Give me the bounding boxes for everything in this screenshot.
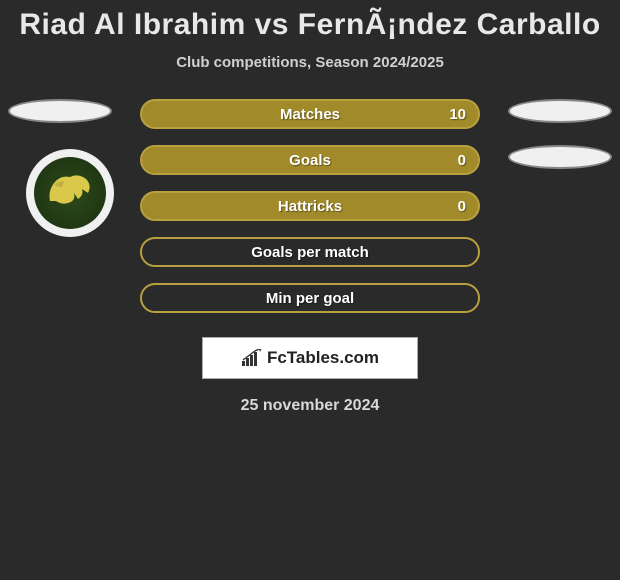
stat-row: Goals 0 xyxy=(0,145,620,191)
stat-pill: Hattricks 0 xyxy=(140,191,480,221)
subtitle: Club competitions, Season 2024/2025 xyxy=(0,54,620,71)
stat-label: Matches xyxy=(280,106,340,123)
page-title: Riad Al Ibrahim vs FernÃ¡ndez Carballo xyxy=(0,0,620,42)
stat-pill: Goals 0 xyxy=(140,145,480,175)
stat-value-right: 0 xyxy=(458,198,466,215)
stat-pill: Min per goal xyxy=(140,283,480,313)
stat-row: Goals per match xyxy=(0,237,620,283)
comparison-content: Matches 10 Goals 0 Hattricks 0 Goals per match… xyxy=(0,99,620,329)
player-ellipse-right xyxy=(508,99,612,123)
date-label: 25 november 2024 xyxy=(0,397,620,415)
player-ellipse-left xyxy=(8,99,112,123)
stat-value-right: 0 xyxy=(458,152,466,169)
stat-label: Min per goal xyxy=(266,290,354,307)
stat-label: Hattricks xyxy=(278,198,342,215)
stat-row: Hattricks 0 xyxy=(0,191,620,237)
stat-pill: Matches 10 xyxy=(140,99,480,129)
stat-value-right: 10 xyxy=(449,106,466,123)
player-ellipse-right xyxy=(508,145,612,169)
stat-label: Goals per match xyxy=(251,244,369,261)
stat-pill: Goals per match xyxy=(140,237,480,267)
stat-row: Matches 10 xyxy=(0,99,620,145)
stats-container: Matches 10 Goals 0 Hattricks 0 Goals per match… xyxy=(0,99,620,329)
branding-box[interactable]: FcTables.com xyxy=(202,337,418,379)
branding-text: FcTables.com xyxy=(267,348,379,368)
stat-row: Min per goal xyxy=(0,283,620,329)
stat-label: Goals xyxy=(289,152,331,169)
bars-icon xyxy=(241,349,263,367)
